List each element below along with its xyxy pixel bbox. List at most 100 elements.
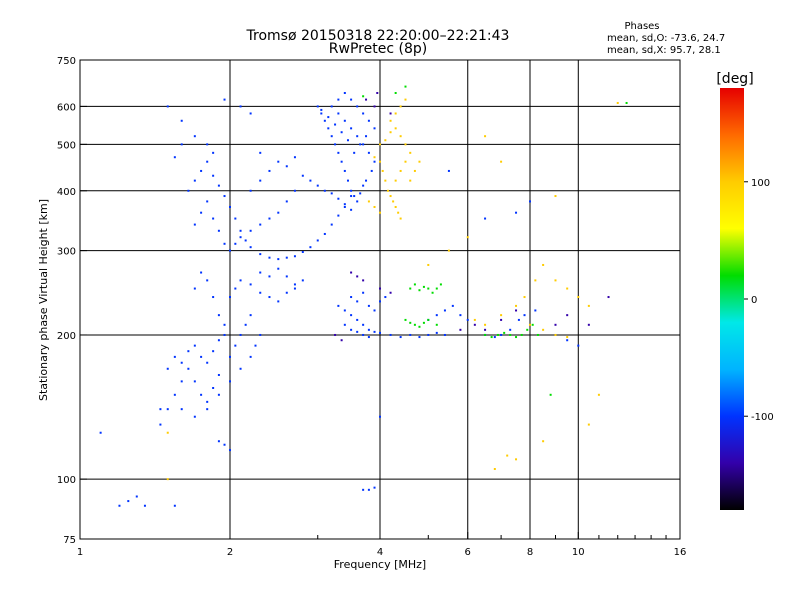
data-point — [173, 393, 176, 396]
data-point — [337, 151, 340, 154]
x-tick-label-1: 2 — [227, 547, 233, 558]
data-point — [323, 232, 326, 235]
data-point — [206, 408, 209, 411]
data-point — [356, 318, 359, 321]
data-point — [500, 160, 503, 163]
data-point — [394, 205, 397, 208]
data-point — [529, 200, 531, 203]
data-point — [343, 203, 346, 206]
data-point — [323, 189, 326, 192]
data-point — [459, 314, 462, 317]
data-point — [577, 344, 580, 347]
data-point — [244, 323, 247, 326]
data-point — [217, 373, 220, 376]
y-tick-label-7: 750 — [57, 56, 76, 67]
data-point — [427, 263, 430, 266]
data-point — [496, 333, 499, 336]
data-point — [180, 143, 183, 146]
data-point — [356, 200, 359, 203]
data-point — [597, 393, 600, 396]
data-point — [409, 179, 412, 182]
data-point — [309, 179, 312, 182]
data-point — [268, 296, 271, 299]
data-point — [217, 440, 220, 443]
data-point — [365, 179, 368, 182]
data-point — [212, 350, 215, 353]
data-point — [422, 285, 425, 288]
data-point — [392, 200, 395, 203]
data-point — [435, 314, 438, 317]
data-point — [418, 160, 421, 163]
data-point — [127, 500, 130, 503]
data-point — [376, 91, 379, 94]
data-point — [554, 333, 557, 336]
data-point — [259, 253, 262, 256]
data-point — [529, 323, 531, 326]
data-point — [484, 323, 487, 326]
data-point — [404, 160, 407, 163]
data-point — [223, 333, 226, 336]
data-point — [249, 112, 252, 115]
data-point — [418, 325, 421, 328]
data-point — [301, 251, 304, 254]
data-point — [373, 330, 376, 333]
colorbar-tick-label-2: -100 — [751, 412, 774, 423]
data-point — [229, 205, 231, 208]
data-point — [143, 504, 146, 507]
data-point — [542, 263, 545, 266]
data-points — [99, 85, 628, 507]
data-point — [542, 328, 545, 331]
data-point — [515, 304, 518, 307]
data-point — [173, 156, 176, 159]
data-point — [379, 211, 381, 214]
data-point — [229, 449, 231, 452]
data-point — [404, 85, 407, 88]
data-point — [362, 279, 365, 282]
data-point — [435, 331, 438, 334]
data-point — [350, 271, 353, 274]
data-point — [362, 112, 365, 115]
data-point — [394, 91, 397, 94]
data-point — [293, 156, 296, 159]
data-point — [534, 309, 537, 312]
data-point — [206, 200, 209, 203]
colorbar-label: [deg] — [716, 71, 753, 87]
x-tick-label-5: 10 — [572, 547, 585, 558]
data-point — [244, 239, 247, 242]
data-point — [394, 112, 397, 115]
data-point — [334, 333, 337, 336]
data-point — [293, 287, 296, 290]
data-point — [293, 189, 296, 192]
data-point — [187, 189, 190, 192]
data-point — [340, 131, 343, 134]
data-point — [277, 300, 280, 303]
data-point — [135, 495, 138, 498]
data-point — [356, 135, 359, 138]
data-point — [343, 91, 346, 94]
data-point — [223, 242, 226, 245]
data-point — [367, 304, 370, 307]
data-point — [343, 119, 346, 122]
data-point — [206, 400, 209, 403]
data-point — [447, 169, 450, 172]
data-point — [356, 330, 359, 333]
data-point — [323, 119, 326, 122]
data-point — [180, 119, 183, 122]
data-point — [187, 350, 190, 353]
data-point — [277, 211, 280, 214]
data-point — [367, 488, 370, 491]
data-point — [362, 95, 365, 98]
data-point — [187, 367, 190, 370]
data-point — [212, 174, 215, 177]
data-point — [239, 367, 242, 370]
colorbar-ticks: 100 0 -100 — [744, 178, 774, 423]
data-point — [520, 333, 523, 336]
data-point — [616, 101, 619, 104]
x-tick-label-3: 6 — [465, 547, 471, 558]
data-point — [373, 309, 376, 312]
data-point — [447, 249, 450, 252]
data-point — [330, 223, 333, 226]
data-point — [166, 367, 169, 370]
data-point — [373, 156, 376, 159]
data-point — [367, 328, 370, 331]
